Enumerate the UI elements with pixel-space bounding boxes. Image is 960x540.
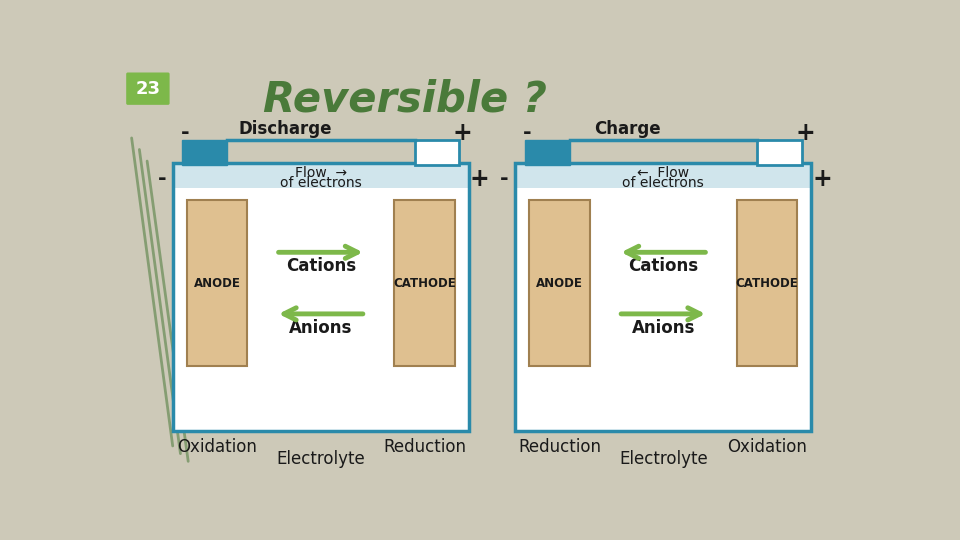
FancyBboxPatch shape (126, 72, 170, 105)
Text: Electrolyte: Electrolyte (276, 450, 365, 468)
Text: Cations: Cations (286, 257, 356, 275)
Text: Charge: Charge (594, 120, 661, 138)
Text: of electrons: of electrons (622, 176, 704, 190)
Text: Reduction: Reduction (383, 438, 466, 456)
Text: CATHODE: CATHODE (394, 276, 456, 289)
Bar (173, 164, 468, 431)
Text: CATHODE: CATHODE (735, 276, 799, 289)
Text: ANODE: ANODE (536, 276, 583, 289)
Text: -: - (157, 169, 166, 189)
Text: Flow  →: Flow → (295, 166, 347, 180)
Text: Reversible ?: Reversible ? (263, 78, 547, 120)
Text: Cations: Cations (628, 257, 698, 275)
Bar (737, 200, 798, 366)
Bar (757, 140, 802, 165)
Bar (415, 140, 460, 165)
Text: Discharge: Discharge (238, 120, 332, 138)
Bar (524, 140, 569, 165)
Bar (182, 140, 227, 165)
Text: Reduction: Reduction (518, 438, 601, 456)
Text: +: + (469, 167, 490, 191)
Text: Anions: Anions (289, 319, 352, 337)
Text: ANODE: ANODE (193, 276, 240, 289)
Bar (516, 164, 811, 431)
Text: +: + (812, 167, 832, 191)
Text: of electrons: of electrons (280, 176, 362, 190)
Text: Oxidation: Oxidation (727, 438, 807, 456)
Text: -: - (500, 169, 509, 189)
Text: 23: 23 (135, 80, 160, 98)
Bar (516, 164, 811, 188)
Text: +: + (795, 120, 815, 145)
Bar (186, 200, 247, 366)
Bar (173, 164, 468, 188)
Text: ←  Flow: ← Flow (637, 166, 689, 180)
Text: Oxidation: Oxidation (177, 438, 257, 456)
Text: Anions: Anions (632, 319, 695, 337)
Text: -: - (523, 123, 532, 143)
Text: Electrolyte: Electrolyte (619, 450, 708, 468)
Bar (395, 200, 455, 366)
Text: -: - (180, 123, 189, 143)
Text: +: + (453, 120, 472, 145)
Bar (529, 200, 589, 366)
